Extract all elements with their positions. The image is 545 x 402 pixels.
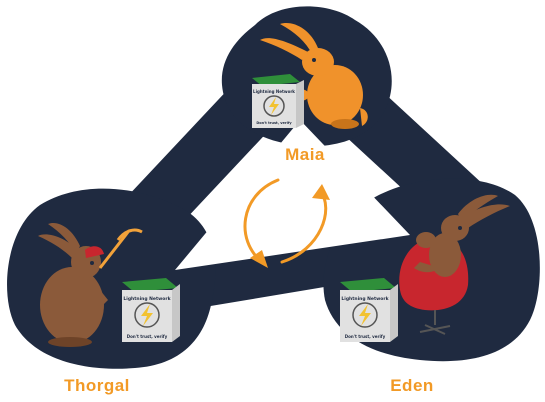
- pickaxe-icon: [98, 231, 130, 269]
- node-label-maia: Maia: [285, 145, 325, 164]
- circular-arrows-icon: [243, 178, 330, 268]
- center-window: [175, 120, 410, 270]
- bunny-thorgal-icon: [38, 222, 108, 347]
- box-motto-maia: Don't trust, verify: [256, 121, 292, 125]
- node-thorgal: Lightning Network Don't trust, verify Th…: [38, 222, 180, 395]
- node-box-eden: Lightning Network Don't trust, verify: [340, 278, 398, 342]
- node-maia: Lightning Network Don't trust, verify Ma…: [252, 23, 368, 164]
- box-title-thorgal: Lightning Network: [123, 296, 171, 302]
- node-blob-maia: [221, 6, 392, 147]
- lightning-bolt-icon: [359, 304, 371, 326]
- lightning-bolt-icon: [141, 304, 153, 326]
- node-label-eden: Eden: [390, 376, 434, 395]
- box-title-eden: Lightning Network: [341, 296, 389, 302]
- bunny-maia-icon: [260, 23, 368, 129]
- node-box-thorgal: Lightning Network Don't trust, verify: [122, 278, 180, 342]
- lightning-bolt-icon: [269, 97, 279, 115]
- node-eden: Lightning Network Don't trust, verify Ed…: [340, 194, 510, 395]
- box-motto-eden: Don't trust, verify: [345, 334, 386, 339]
- box-title-maia: Lightning Network: [253, 89, 295, 94]
- bunny-eden-icon: [414, 194, 510, 277]
- node-label-thorgal: Thorgal: [64, 376, 130, 395]
- node-blob-thorgal: [7, 188, 216, 369]
- box-motto-thorgal: Don't trust, verify: [127, 334, 168, 339]
- node-box-maia: Lightning Network Don't trust, verify: [252, 74, 304, 128]
- channel-band: [41, 26, 519, 329]
